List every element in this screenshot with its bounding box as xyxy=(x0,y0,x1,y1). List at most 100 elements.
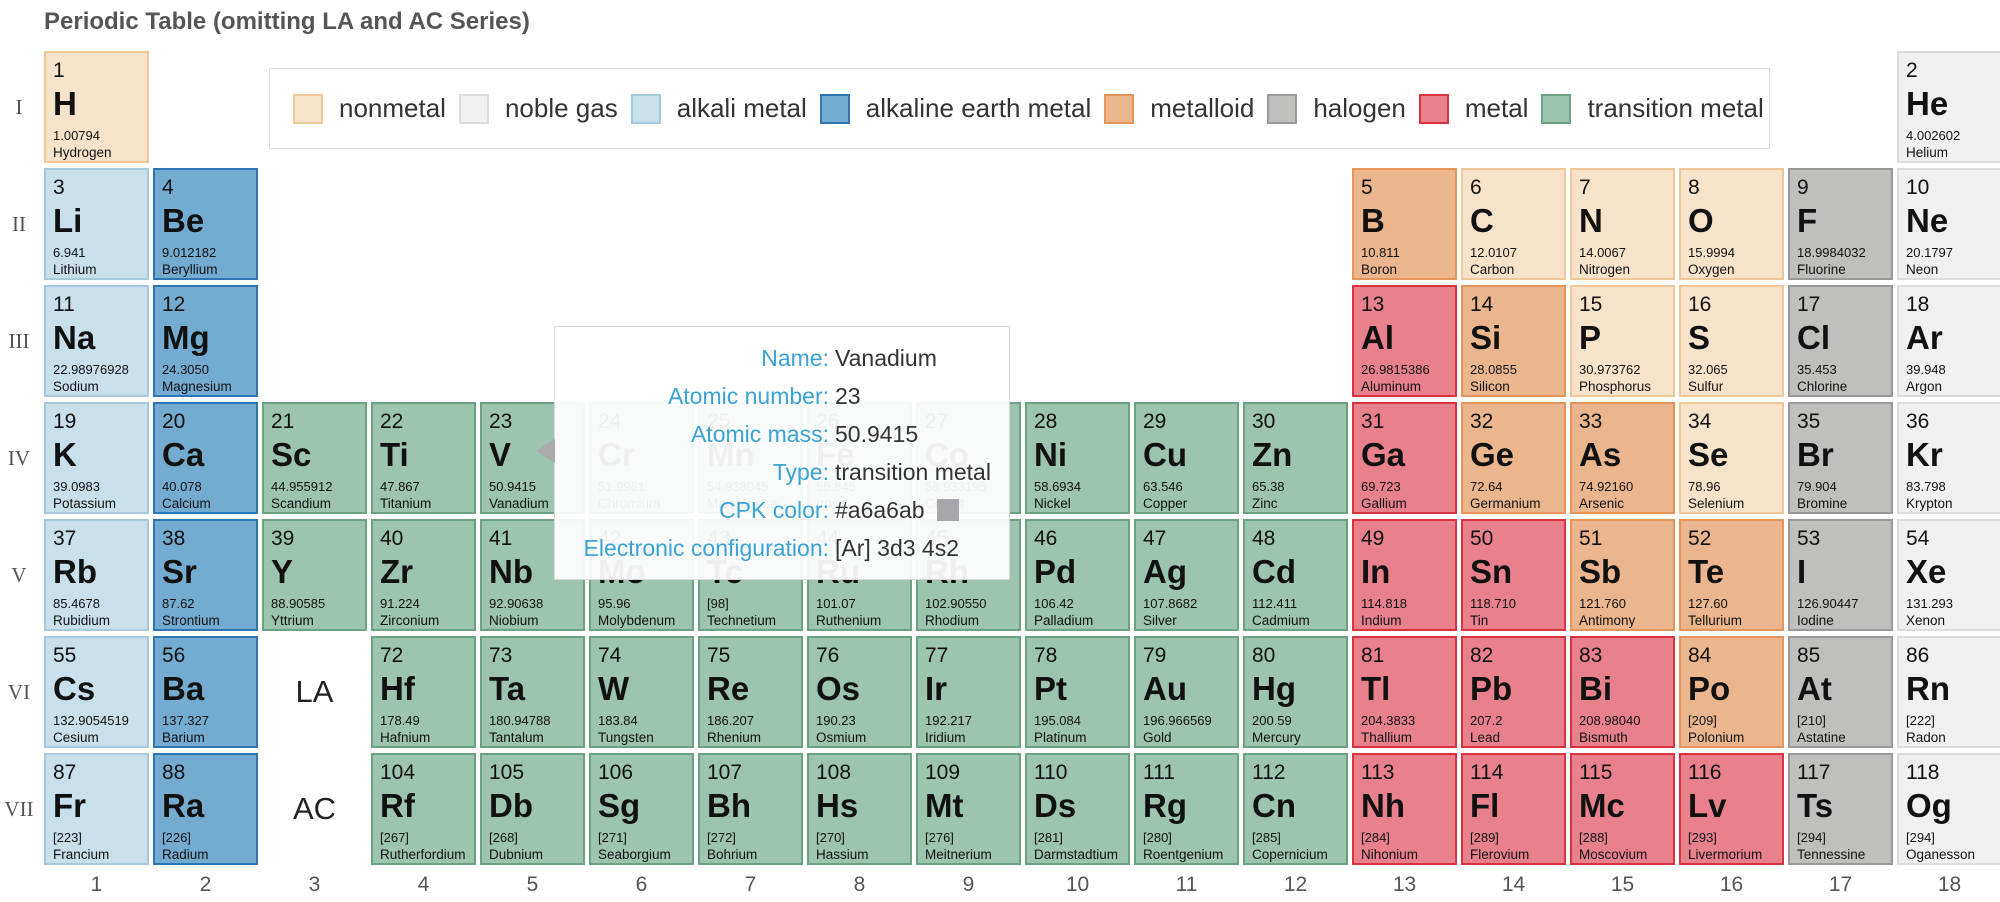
element-cell[interactable]: 21 Sc 44.955912 Scandium xyxy=(262,402,367,514)
element-cell[interactable]: 114 Fl [289] Flerovium xyxy=(1461,753,1566,865)
atomic-mass: [288] xyxy=(1579,830,1608,845)
element-cell[interactable]: 4 Be 9.012182 Beryllium xyxy=(153,168,258,280)
element-cell[interactable]: 72 Hf 178.49 Hafnium xyxy=(371,636,476,748)
element-cell[interactable]: 39 Y 88.90585 Yttrium xyxy=(262,519,367,631)
element-cell[interactable]: 37 Rb 85.4678 Rubidium xyxy=(44,519,149,631)
element-symbol: Cn xyxy=(1252,787,1296,824)
element-cell[interactable]: 113 Nh [284] Nihonium xyxy=(1352,753,1457,865)
element-cell[interactable]: 76 Os 190.23 Osmium xyxy=(807,636,912,748)
atomic-number: 36 xyxy=(1906,410,1930,433)
element-cell[interactable]: 14 Si 28.0855 Silicon xyxy=(1461,285,1566,397)
element-cell[interactable]: 2 He 4.002602 Helium xyxy=(1897,51,2000,163)
element-cell[interactable]: 50 Sn 118.710 Tin xyxy=(1461,519,1566,631)
element-cell[interactable]: 1 H 1.00794 Hydrogen xyxy=(44,51,149,163)
element-cell[interactable]: 104 Rf [267] Rutherfordium xyxy=(371,753,476,865)
element-cell[interactable]: 56 Ba 137.327 Barium xyxy=(153,636,258,748)
element-cell[interactable]: 12 Mg 24.3050 Magnesium xyxy=(153,285,258,397)
element-cell[interactable]: 29 Cu 63.546 Copper xyxy=(1134,402,1239,514)
element-cell[interactable]: 48 Cd 112.411 Cadmium xyxy=(1243,519,1348,631)
element-cell[interactable]: 28 Ni 58.6934 Nickel xyxy=(1025,402,1130,514)
element-cell[interactable]: 84 Po [209] Polonium xyxy=(1679,636,1784,748)
element-cell[interactable]: 22 Ti 47.867 Titanium xyxy=(371,402,476,514)
element-cell[interactable]: 20 Ca 40.078 Calcium xyxy=(153,402,258,514)
element-cell[interactable]: 7 N 14.0067 Nitrogen xyxy=(1570,168,1675,280)
element-cell[interactable]: 80 Hg 200.59 Mercury xyxy=(1243,636,1348,748)
element-cell[interactable]: 35 Br 79.904 Bromine xyxy=(1788,402,1893,514)
element-symbol: H xyxy=(53,85,77,122)
element-cell[interactable]: 111 Rg [280] Roentgenium xyxy=(1134,753,1239,865)
atomic-mass: [289] xyxy=(1470,830,1499,845)
element-cell[interactable]: 110 Ds [281] Darmstadtium xyxy=(1025,753,1130,865)
element-cell[interactable]: 83 Bi 208.98040 Bismuth xyxy=(1570,636,1675,748)
atomic-number: 80 xyxy=(1252,644,1276,667)
element-cell[interactable]: 117 Ts [294] Tennessine xyxy=(1788,753,1893,865)
element-cell[interactable]: 87 Fr [223] Francium xyxy=(44,753,149,865)
element-cell[interactable]: 105 Db [268] Dubnium xyxy=(480,753,585,865)
element-symbol: Zr xyxy=(380,553,413,590)
element-name: Titanium xyxy=(380,496,432,511)
element-cell[interactable]: 78 Pt 195.084 Platinum xyxy=(1025,636,1130,748)
element-cell[interactable]: 54 Xe 131.293 Xenon xyxy=(1897,519,2000,631)
element-cell[interactable]: 32 Ge 72.64 Germanium xyxy=(1461,402,1566,514)
element-cell[interactable]: 116 Lv [293] Livermorium xyxy=(1679,753,1784,865)
element-cell[interactable]: 52 Te 127.60 Tellurium xyxy=(1679,519,1784,631)
element-cell[interactable]: 40 Zr 91.224 Zirconium xyxy=(371,519,476,631)
element-cell[interactable]: 75 Re 186.207 Rhenium xyxy=(698,636,803,748)
element-cell[interactable]: 85 At [210] Astatine xyxy=(1788,636,1893,748)
element-cell[interactable]: 109 Mt [276] Meitnerium xyxy=(916,753,1021,865)
element-cell[interactable]: 3 Li 6.941 Lithium xyxy=(44,168,149,280)
element-cell[interactable]: 82 Pb 207.2 Lead xyxy=(1461,636,1566,748)
element-cell[interactable]: 46 Pd 106.42 Palladium xyxy=(1025,519,1130,631)
element-cell[interactable]: 9 F 18.9984032 Fluorine xyxy=(1788,168,1893,280)
element-cell[interactable]: 15 P 30.973762 Phosphorus xyxy=(1570,285,1675,397)
element-symbol: Na xyxy=(53,319,96,356)
element-cell[interactable]: 17 Cl 35.453 Chlorine xyxy=(1788,285,1893,397)
element-cell[interactable]: 107 Bh [272] Bohrium xyxy=(698,753,803,865)
element-cell[interactable]: 16 S 32.065 Sulfur xyxy=(1679,285,1784,397)
element-cell[interactable]: 10 Ne 20.1797 Neon xyxy=(1897,168,2000,280)
element-cell[interactable]: 51 Sb 121.760 Antimony xyxy=(1570,519,1675,631)
element-cell[interactable]: 38 Sr 87.62 Strontium xyxy=(153,519,258,631)
element-cell[interactable]: 33 As 74.92160 Arsenic xyxy=(1570,402,1675,514)
atomic-number: 15 xyxy=(1579,293,1603,316)
element-cell[interactable]: 53 I 126.90447 Iodine xyxy=(1788,519,1893,631)
element-cell[interactable]: 8 O 15.9994 Oxygen xyxy=(1679,168,1784,280)
element-cell[interactable]: 13 Al 26.9815386 Aluminum xyxy=(1352,285,1457,397)
element-cell[interactable]: 74 W 183.84 Tungsten xyxy=(589,636,694,748)
element-cell[interactable]: 112 Cn [285] Copernicium xyxy=(1243,753,1348,865)
element-cell[interactable]: 34 Se 78.96 Selenium xyxy=(1679,402,1784,514)
element-cell[interactable]: 6 C 12.0107 Carbon xyxy=(1461,168,1566,280)
element-cell[interactable]: 5 B 10.811 Boron xyxy=(1352,168,1457,280)
element-cell[interactable]: 11 Na 22.98976928 Sodium xyxy=(44,285,149,397)
atomic-number: 1 xyxy=(53,59,65,82)
element-cell[interactable]: 77 Ir 192.217 Iridium xyxy=(916,636,1021,748)
element-cell[interactable]: 30 Zn 65.38 Zinc xyxy=(1243,402,1348,514)
atomic-mass: [276] xyxy=(925,830,954,845)
legend-swatch xyxy=(458,93,489,124)
element-cell[interactable]: 115 Mc [288] Moscovium xyxy=(1570,753,1675,865)
element-name: Germanium xyxy=(1470,496,1541,511)
element-cell[interactable]: 108 Hs [270] Hassium xyxy=(807,753,912,865)
element-cell[interactable]: 106 Sg [271] Seaborgium xyxy=(589,753,694,865)
group-label: 2 xyxy=(199,873,212,896)
element-cell[interactable]: 81 Tl 204.3833 Thallium xyxy=(1352,636,1457,748)
element-cell[interactable]: 55 Cs 132.9054519 Cesium xyxy=(44,636,149,748)
element-cell[interactable]: 18 Ar 39.948 Argon xyxy=(1897,285,2000,397)
element-cell[interactable]: 118 Og [294] Oganesson xyxy=(1897,753,2000,865)
element-cell[interactable]: 88 Ra [226] Radium xyxy=(153,753,258,865)
element-cell[interactable]: 47 Ag 107.8682 Silver xyxy=(1134,519,1239,631)
element-symbol: Ne xyxy=(1906,202,1949,239)
element-cell[interactable]: 79 Au 196.966569 Gold xyxy=(1134,636,1239,748)
atomic-mass: 32.065 xyxy=(1688,362,1728,377)
element-cell[interactable]: 86 Rn [222] Radon xyxy=(1897,636,2000,748)
tooltip-row: CPK color: #a6a6ab xyxy=(555,497,1011,535)
element-cell[interactable]: 73 Ta 180.94788 Tantalum xyxy=(480,636,585,748)
element-cell[interactable]: 49 In 114.818 Indium xyxy=(1352,519,1457,631)
element-cell[interactable]: 31 Ga 69.723 Gallium xyxy=(1352,402,1457,514)
element-symbol: B xyxy=(1361,202,1385,239)
group-label: 4 xyxy=(417,873,430,896)
atomic-number: 54 xyxy=(1906,527,1930,550)
element-cell[interactable]: 19 K 39.0983 Potassium xyxy=(44,402,149,514)
element-cell[interactable]: 36 Kr 83.798 Krypton xyxy=(1897,402,2000,514)
atomic-mass: [226] xyxy=(162,830,191,845)
